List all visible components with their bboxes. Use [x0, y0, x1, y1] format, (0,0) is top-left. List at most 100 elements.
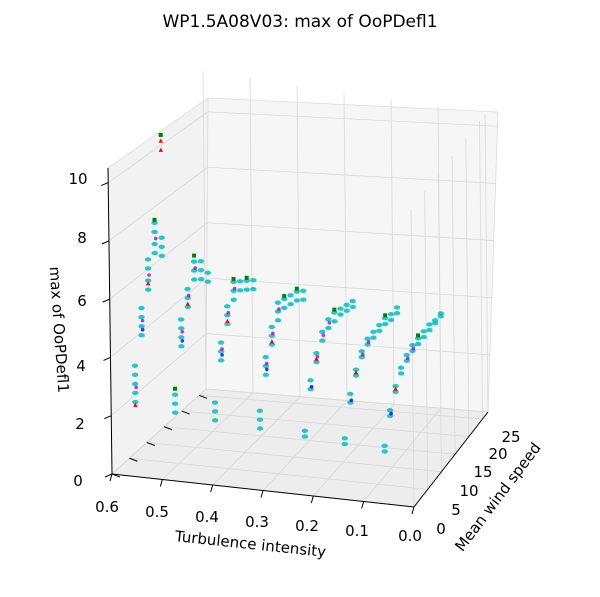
data-point: [349, 398, 354, 402]
data-point: [341, 441, 349, 447]
data-point: [177, 317, 185, 322]
data-point: [243, 287, 251, 292]
data-point: [144, 266, 152, 271]
data-point: [171, 401, 179, 406]
data-point: [134, 385, 138, 390]
data-point: [343, 302, 350, 308]
data-point: [217, 340, 225, 345]
y-grid-line: [199, 394, 483, 420]
data-point: [220, 347, 224, 351]
data-point: [225, 318, 230, 323]
data-point: [190, 259, 198, 264]
data-point: [319, 329, 326, 335]
tick-marks: [100, 182, 415, 515]
data-point: [197, 267, 205, 273]
z-tick-mark: [104, 473, 113, 478]
data-point: [420, 329, 427, 334]
data-point: [287, 301, 294, 307]
z-tick-label-2: 4: [76, 357, 86, 375]
data-point: [220, 353, 224, 357]
x-tick-label-0: 0.6: [95, 498, 119, 516]
data-point: [132, 390, 139, 396]
z-tick-mark: [102, 298, 110, 303]
data-point: [321, 333, 326, 338]
data-point: [180, 330, 185, 334]
data-point: [158, 244, 165, 249]
z-grid-line: [207, 111, 498, 127]
data-point: [313, 350, 320, 356]
data-point: [416, 333, 421, 338]
data-point: [138, 314, 145, 320]
data-point: [152, 217, 157, 222]
y-tick-label-3: 15: [473, 463, 492, 481]
data-point: [332, 307, 337, 312]
x-grid-wall-line: [390, 99, 395, 405]
data-point: [138, 333, 145, 338]
data-point: [171, 392, 179, 397]
x-tick-mark: [109, 473, 113, 482]
data-point: [184, 286, 191, 292]
data-point: [414, 341, 422, 347]
data-point: [191, 277, 198, 282]
data-point: [151, 241, 158, 247]
data-point: [184, 304, 191, 310]
data-point: [178, 335, 185, 340]
data-point: [256, 408, 264, 414]
data-point: [383, 313, 388, 318]
y-grid-wall-line: [479, 121, 483, 420]
y-grid-line: [181, 410, 469, 438]
x-grid-line: [363, 407, 442, 502]
data-point: [158, 147, 164, 152]
y-tick-mark: [111, 473, 121, 478]
data-point: [224, 304, 231, 309]
x-tick-label-3: 0.3: [245, 513, 269, 531]
data-point: [382, 321, 389, 327]
data-point: [319, 338, 326, 343]
z-tick-mark: [103, 356, 111, 361]
x-tick-label-4: 0.2: [295, 517, 319, 535]
data-point: [393, 310, 401, 316]
data-point: [144, 278, 152, 283]
data-point: [397, 371, 405, 376]
data-point: [411, 346, 416, 351]
y-grid-line: [164, 426, 456, 455]
data-point: [145, 287, 152, 292]
data-point: [178, 326, 185, 331]
data-point: [151, 250, 159, 256]
y-grid-line: [146, 442, 442, 473]
data-point: [376, 328, 383, 334]
data-point: [186, 293, 191, 298]
data-point: [144, 257, 152, 262]
data-point: [381, 449, 388, 454]
data-point: [392, 383, 399, 389]
data-point: [370, 329, 377, 335]
data-point: [197, 276, 205, 282]
z-tick-label-0: 0: [73, 472, 83, 490]
data-point: [293, 298, 301, 303]
data-point: [131, 363, 139, 368]
z-grid-line: [107, 111, 209, 183]
data-point: [180, 339, 185, 343]
data-point: [337, 312, 344, 317]
x-grid-line: [212, 396, 301, 486]
x-grid-wall-line: [484, 113, 489, 413]
data-point: [250, 278, 257, 283]
data-point: [211, 400, 219, 405]
data-point: [274, 318, 282, 323]
data-point: [327, 320, 332, 325]
data-point: [204, 270, 212, 275]
data-point: [353, 370, 359, 375]
x-tick-label-2: 0.4: [195, 508, 219, 526]
z-grid-line: [108, 166, 208, 242]
data-point: [192, 253, 197, 258]
data-point: [397, 365, 405, 370]
y-tick-mark: [164, 426, 173, 431]
data-point: [364, 336, 371, 341]
data-point: [325, 317, 332, 322]
data-point: [224, 321, 231, 327]
x-tick-mark: [159, 479, 163, 487]
data-point: [300, 297, 307, 302]
y-axis-line: [413, 411, 489, 508]
z-tick-label-3: 6: [77, 292, 87, 310]
